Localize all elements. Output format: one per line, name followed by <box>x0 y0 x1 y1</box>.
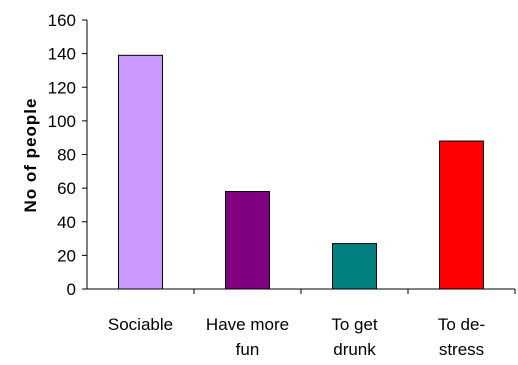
bar <box>332 243 377 290</box>
y-tick-label: 120 <box>48 78 76 97</box>
y-tick-label: 100 <box>48 112 76 131</box>
y-axis-title: No of people <box>21 98 40 213</box>
y-tick-label: 140 <box>48 45 76 64</box>
category-label: stress <box>439 340 484 359</box>
y-tick-label: 40 <box>57 213 76 232</box>
y-tick-label: 60 <box>57 179 76 198</box>
category-label: drunk <box>333 340 376 359</box>
y-tick-label: 20 <box>57 246 76 265</box>
category-label: Sociable <box>108 315 173 334</box>
y-tick-label: 80 <box>57 146 76 165</box>
bars <box>118 54 484 290</box>
y-tick-label: 160 <box>48 11 76 30</box>
x-axis-labels: Sociable Have more fun To get drunk To de-str… <box>108 289 516 359</box>
bar <box>118 54 163 290</box>
bar <box>225 190 270 290</box>
category-label: To get <box>331 315 378 334</box>
category-label: Have more <box>206 315 289 334</box>
y-axis-ticks: 0 20 40 60 80 100 120 140 160 <box>48 11 87 299</box>
y-tick-label: 0 <box>67 280 76 299</box>
category-label: To de- <box>438 315 485 334</box>
category-label: fun <box>236 340 260 359</box>
bar <box>439 140 484 290</box>
